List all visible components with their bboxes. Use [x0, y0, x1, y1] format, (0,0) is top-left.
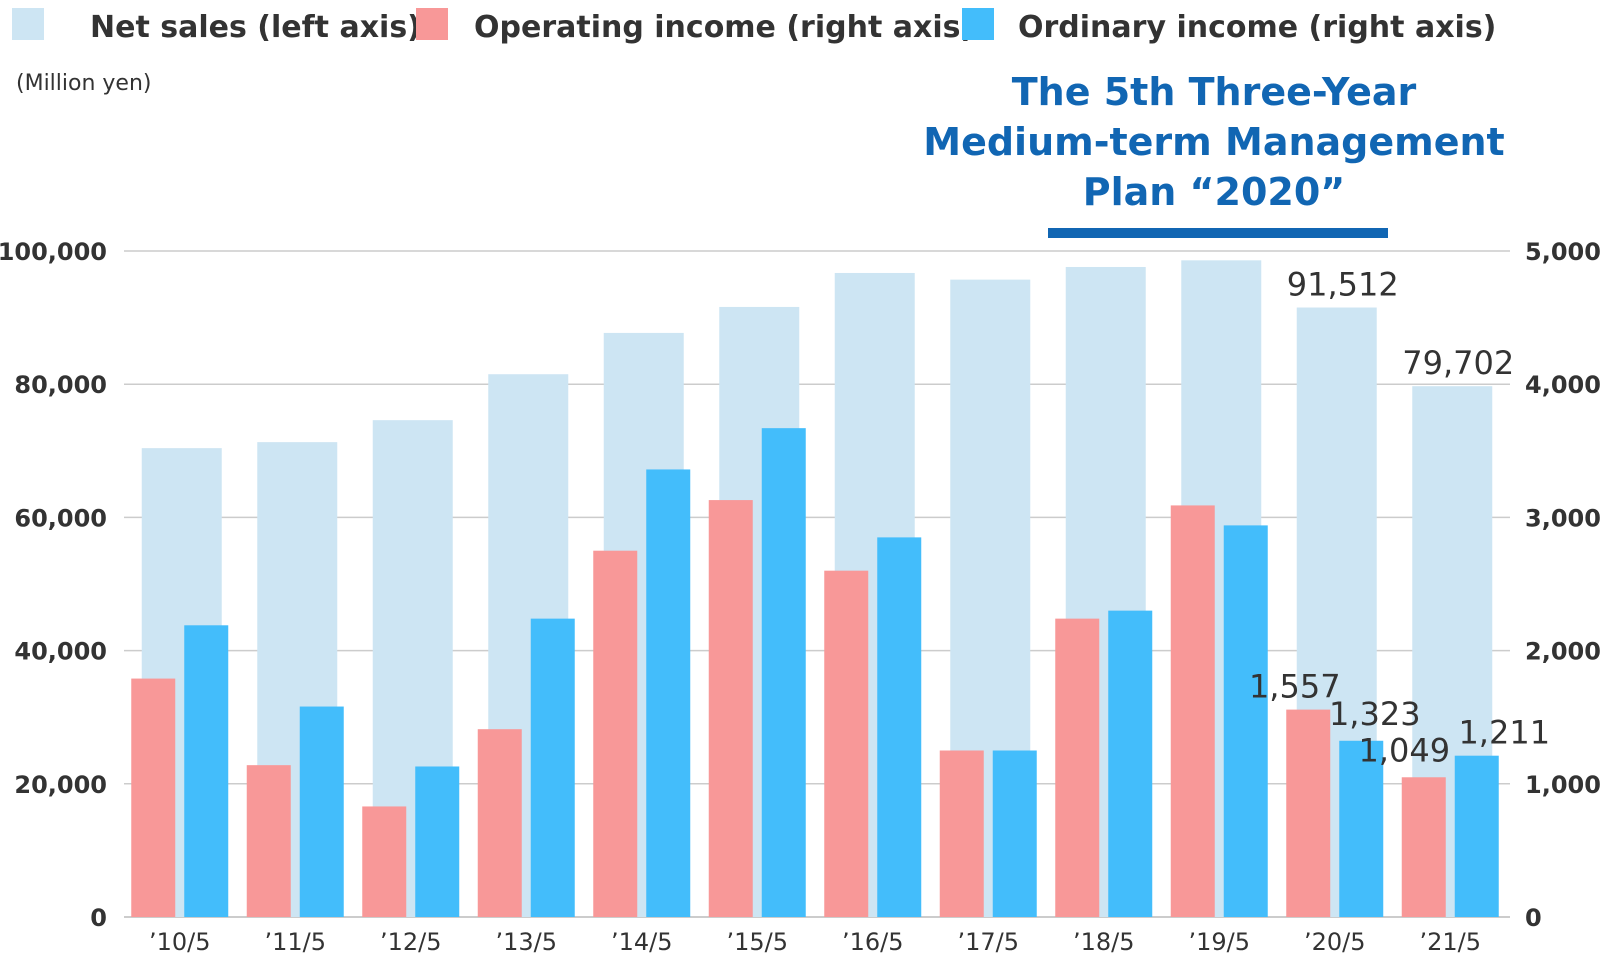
bar-ordinary-income [299, 706, 344, 917]
x-axis-category-label: ’20/5 [1304, 928, 1366, 956]
data-label: 1,211 [1458, 714, 1550, 752]
bar-operating-income [477, 729, 522, 917]
bar-ordinary-income [992, 750, 1037, 917]
plan-title-line-1: The 5th Three-Year [1012, 70, 1417, 114]
bar-operating-income [708, 500, 753, 917]
x-axis-category-label: ’16/5 [842, 928, 904, 956]
right-axis-tick-label: 0 [1525, 904, 1542, 932]
data-label: 79,702 [1402, 344, 1514, 382]
bar-ordinary-income [761, 428, 806, 917]
bars [131, 260, 1499, 918]
right-axis-tick-label: 2,000 [1525, 638, 1600, 666]
bar-ordinary-income [415, 766, 460, 917]
plan-title-line-2: Medium-term Management [923, 120, 1504, 164]
x-axis-category-label: ’13/5 [495, 928, 557, 956]
x-axis-category-label: ’10/5 [149, 928, 211, 956]
x-axis-category-label: ’19/5 [1188, 928, 1250, 956]
bar-operating-income [824, 570, 869, 917]
bar-operating-income [246, 765, 291, 917]
bar-operating-income [362, 806, 407, 917]
left-axis-tick-label: 80,000 [14, 371, 107, 399]
right-axis-tick-label: 3,000 [1525, 504, 1600, 532]
plan-annotation: The 5th Three-Year Medium-term Managemen… [923, 70, 1505, 238]
left-axis-tick-label: 60,000 [14, 504, 107, 532]
x-axis-category-label: ’15/5 [726, 928, 788, 956]
bar-ordinary-income [1339, 740, 1384, 917]
bar-operating-income [939, 750, 984, 917]
bar-ordinary-income [646, 469, 691, 917]
unit-label: (Million yen) [16, 71, 152, 96]
bar-ordinary-income [1223, 525, 1268, 917]
right-axis-tick-label: 1,000 [1525, 771, 1600, 799]
right-axis: 0 1,000 2,000 3,000 4,000 5,000 [1525, 238, 1600, 932]
left-axis-tick-label: 20,000 [14, 771, 107, 799]
x-axis-categories: ’10/5 ’11/5 ’12/5 ’13/5 ’14/5 ’15/5 ’16/5 ’17/5… [149, 928, 1481, 956]
legend-swatch-ordinary-income [962, 8, 994, 40]
bar-operating-income [131, 678, 176, 917]
data-label: 1,323 [1329, 695, 1421, 733]
x-axis-category-label: ’21/5 [1419, 928, 1481, 956]
bar-ordinary-income [530, 618, 575, 917]
bar-ordinary-income [1108, 610, 1153, 917]
left-axis-tick-label: 40,000 [14, 638, 107, 666]
legend: Net sales (left axis) Operating income (… [12, 8, 1496, 45]
data-label: 1,557 [1249, 668, 1341, 706]
bar-ordinary-income [877, 537, 922, 917]
legend-label-ordinary-income: Ordinary income (right axis) [1018, 10, 1496, 45]
left-axis-tick-label: 100,000 [0, 238, 107, 266]
data-label: 91,512 [1287, 266, 1399, 304]
left-axis-tick-label: 0 [90, 904, 107, 932]
gridlines [124, 250, 1510, 918]
x-axis-category-label: ’18/5 [1073, 928, 1135, 956]
legend-swatch-operating-income [416, 8, 448, 40]
plan-title-line-3: Plan “2020” [1083, 170, 1346, 214]
right-axis-tick-label: 4,000 [1525, 371, 1600, 399]
x-axis-category-label: ’17/5 [957, 928, 1019, 956]
legend-label-operating-income: Operating income (right axis) [474, 10, 974, 45]
right-axis-tick-label: 5,000 [1525, 238, 1600, 266]
legend-label-net-sales: Net sales (left axis) [90, 10, 421, 45]
left-axis: 0 20,000 40,000 60,000 80,000 100,000 [0, 238, 107, 932]
x-axis-category-label: ’12/5 [380, 928, 442, 956]
bar-operating-income [1401, 777, 1446, 917]
bar-ordinary-income [1454, 755, 1499, 917]
bar-operating-income [1055, 618, 1100, 917]
bar-operating-income [1170, 505, 1215, 917]
bar-ordinary-income [184, 625, 229, 917]
bar-operating-income [593, 550, 638, 917]
x-axis-category-label: ’14/5 [611, 928, 673, 956]
bar-operating-income [1286, 709, 1331, 917]
data-label: 1,049 [1358, 731, 1450, 769]
x-axis-category-label: ’11/5 [264, 928, 326, 956]
plan-span-bar [1048, 228, 1388, 238]
legend-swatch-net-sales [12, 8, 44, 40]
